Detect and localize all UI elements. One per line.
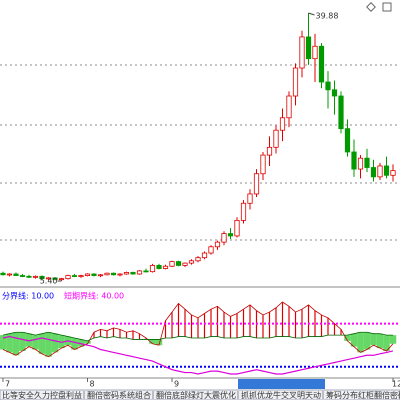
candle-body bbox=[221, 233, 227, 243]
candle-body bbox=[84, 273, 91, 276]
candle-body bbox=[143, 270, 149, 273]
candle-body bbox=[13, 273, 19, 276]
candle-body bbox=[234, 219, 240, 237]
candle-body bbox=[19, 275, 26, 277]
candle-body bbox=[136, 270, 143, 275]
candle-body bbox=[292, 67, 299, 97]
candle-body bbox=[91, 273, 97, 276]
candle-body bbox=[182, 262, 188, 266]
max-pointer bbox=[308, 12, 315, 16]
candle-body bbox=[273, 129, 279, 148]
candle-body bbox=[240, 202, 247, 221]
candle-body bbox=[32, 275, 39, 278]
tab[interactable]: 筹码分布红柜翻倍密码 bbox=[326, 390, 400, 400]
candle-body bbox=[247, 193, 253, 204]
threshold-label: 短期界线: 40.00 bbox=[64, 291, 124, 301]
candle-body bbox=[58, 278, 65, 281]
candle-body bbox=[0, 272, 6, 276]
tab[interactable]: 翻倍密码系统组合 bbox=[87, 390, 151, 400]
x-tick-label: 8 bbox=[90, 380, 95, 389]
candle-body bbox=[325, 81, 331, 91]
candle-body bbox=[195, 257, 201, 262]
candle-body bbox=[6, 273, 13, 276]
candle-body bbox=[175, 261, 182, 266]
threshold-label: 分界线: 10.00 bbox=[2, 291, 54, 301]
tab[interactable]: 比等安全久力控盘利益 bbox=[2, 390, 82, 400]
candle-body bbox=[318, 45, 325, 83]
candle-body bbox=[26, 275, 32, 278]
candle-body bbox=[156, 265, 162, 269]
candle-body bbox=[104, 272, 110, 276]
osc-edge bbox=[2, 301, 394, 358]
candle-body bbox=[201, 252, 208, 259]
candle-body bbox=[305, 36, 312, 60]
indicator-line bbox=[2, 335, 394, 375]
candle-body bbox=[390, 170, 396, 176]
osc-edge bbox=[2, 331, 393, 342]
candle-body bbox=[110, 272, 117, 276]
grid bbox=[0, 64, 400, 241]
tab[interactable]: 翻倍底部绿灯大震优化 bbox=[156, 390, 236, 400]
x-tick-label: 9 bbox=[174, 380, 179, 389]
candle-body bbox=[130, 272, 136, 275]
candle-body bbox=[71, 275, 78, 277]
candle-body bbox=[383, 165, 390, 176]
candle-body bbox=[377, 165, 383, 178]
candle-body bbox=[214, 241, 221, 248]
candle-body bbox=[169, 261, 175, 267]
candle-body bbox=[331, 89, 338, 97]
candle-body bbox=[162, 265, 169, 269]
candle-body bbox=[78, 275, 84, 277]
candle-body bbox=[266, 146, 273, 156]
candle-body bbox=[39, 275, 45, 280]
candle-body bbox=[344, 128, 351, 153]
candle-body bbox=[123, 272, 130, 275]
candle-body bbox=[312, 45, 318, 60]
candle-body bbox=[286, 95, 292, 119]
icon-diamond[interactable] bbox=[366, 2, 376, 12]
candle-body bbox=[65, 275, 71, 280]
candle-body bbox=[351, 151, 357, 170]
max-label: 39.88 bbox=[316, 12, 339, 21]
x-tick-label: 12 bbox=[392, 380, 400, 389]
candle-body bbox=[117, 273, 123, 276]
candle-body bbox=[260, 154, 266, 175]
candle-body bbox=[338, 95, 344, 130]
candle-body bbox=[357, 157, 364, 170]
candle-body bbox=[253, 173, 260, 195]
scroll-thumb[interactable] bbox=[238, 379, 325, 389]
candle-body bbox=[45, 277, 52, 280]
candle-body bbox=[227, 233, 234, 237]
candle-body bbox=[149, 265, 156, 273]
candle-body bbox=[52, 277, 58, 280]
min-label: 5.40 bbox=[40, 277, 58, 286]
x-tick-label: 7 bbox=[5, 380, 10, 389]
candle-body bbox=[299, 36, 305, 69]
tab[interactable]: 抓抓优龙牛交叉明天动 bbox=[241, 390, 321, 400]
candle-body bbox=[370, 167, 377, 178]
icon-window[interactable] bbox=[382, 2, 392, 12]
candle-body bbox=[279, 117, 286, 131]
candle-body bbox=[208, 246, 214, 254]
candle-body bbox=[97, 274, 104, 277]
candle-body bbox=[188, 260, 195, 264]
candle-body bbox=[364, 157, 370, 168]
